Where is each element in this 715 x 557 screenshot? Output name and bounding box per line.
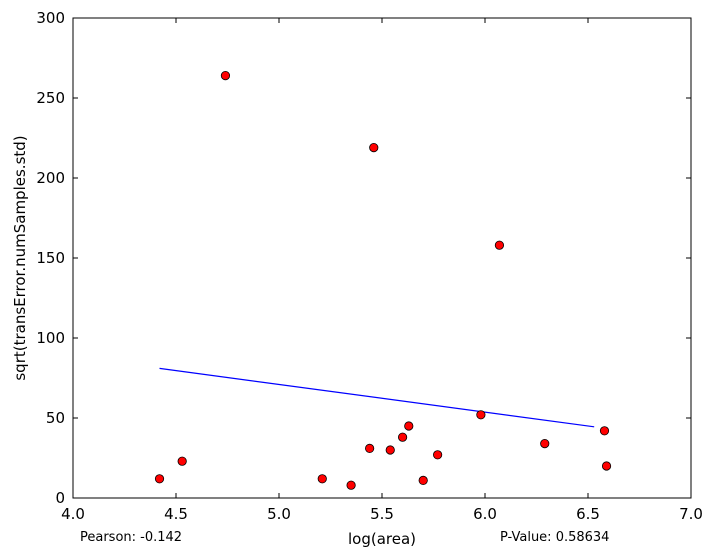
data-point: [433, 450, 443, 460]
data-point: [494, 240, 505, 250]
data-point: [154, 474, 165, 484]
x-tick-label: 5.0: [267, 505, 291, 523]
data-point: [346, 480, 356, 490]
data-point: [369, 143, 379, 153]
data-point: [385, 445, 395, 455]
data-point: [177, 456, 187, 466]
data-point: [220, 71, 231, 81]
x-tick-label: 6.5: [576, 505, 600, 523]
y-axis-label: sqrt(transError.numSamples.std): [11, 135, 29, 380]
data-point: [317, 474, 327, 484]
x-axis-label: log(area): [348, 530, 416, 548]
fit-line: [159, 367, 595, 428]
plot-frame: [72, 17, 692, 499]
y-tick-label: 200: [36, 169, 65, 187]
data-point: [476, 410, 486, 420]
y-tick-label: 250: [36, 89, 65, 107]
data-point: [404, 421, 414, 431]
x-tick-label: 4.5: [164, 505, 188, 523]
y-tick-label: 50: [46, 409, 65, 427]
x-tick-label: 7.0: [679, 505, 703, 523]
y-tick-label: 100: [36, 329, 65, 347]
data-point: [540, 438, 550, 449]
data-point: [397, 432, 408, 442]
x-tick-label: 5.5: [370, 505, 394, 523]
x-tick-label: 6.0: [473, 505, 497, 523]
data-point: [601, 461, 612, 471]
data-point: [365, 443, 375, 453]
pvalue-stat: P-Value: 0.58634: [500, 530, 609, 545]
data-point: [599, 426, 610, 436]
pearson-stat: Pearson: -0.142: [80, 530, 182, 545]
x-tick-label: 4.0: [61, 505, 85, 523]
y-tick-label: 0: [55, 489, 65, 507]
y-tick-label: 150: [36, 249, 65, 267]
y-tick-label: 300: [36, 9, 65, 27]
data-point: [418, 475, 428, 485]
